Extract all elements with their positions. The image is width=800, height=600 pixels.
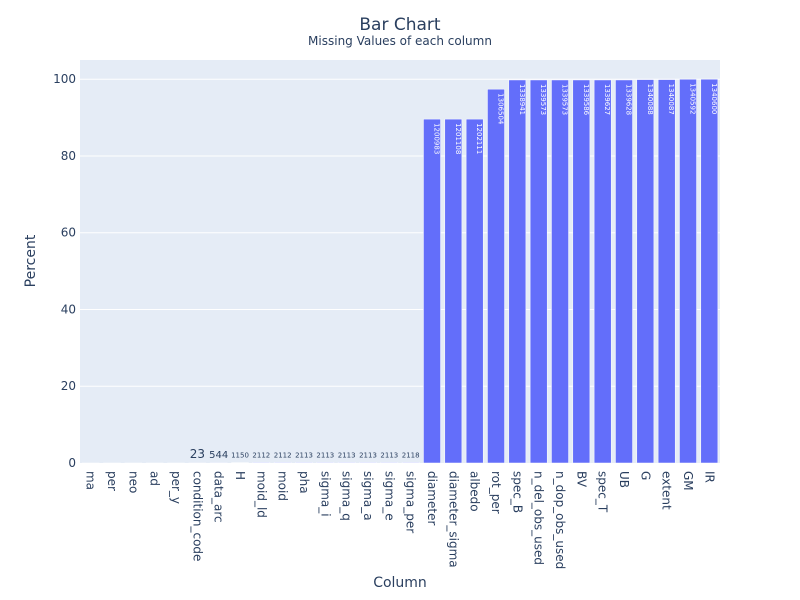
bar bbox=[252, 462, 271, 464]
y-tick-label: 20 bbox=[61, 379, 76, 393]
bar bbox=[508, 79, 527, 464]
chart-title: Bar Chart bbox=[359, 15, 441, 35]
x-tick-label: diameter bbox=[425, 471, 439, 525]
data-label: 1338941 bbox=[518, 84, 526, 115]
y-tick-label: 80 bbox=[61, 149, 76, 163]
bar bbox=[316, 462, 335, 464]
data-label: 544 bbox=[209, 450, 228, 461]
y-axis-ticks: 0 20 40 60 80 100 bbox=[53, 72, 76, 470]
plot-area bbox=[80, 60, 720, 463]
x-tick-label: ad bbox=[148, 471, 162, 486]
data-labels: 23 544 1150 2112 2112 2113 2113 2113 2113 2113 211… bbox=[190, 83, 718, 461]
data-label: 1150 bbox=[231, 452, 249, 460]
x-tick-label: extent bbox=[660, 471, 674, 510]
x-tick-label: BV bbox=[574, 471, 588, 488]
bar bbox=[423, 118, 441, 464]
bar bbox=[657, 79, 676, 464]
x-tick-label: moid bbox=[276, 471, 290, 501]
y-axis-title: Percent bbox=[23, 234, 39, 287]
x-tick-label: IR bbox=[702, 471, 716, 483]
data-label: 1339627 bbox=[603, 84, 611, 115]
bar bbox=[337, 462, 356, 464]
data-label: 2113 bbox=[359, 451, 377, 459]
data-label: 1200983 bbox=[433, 123, 441, 154]
data-label: 2113 bbox=[295, 451, 313, 459]
y-tick-label: 60 bbox=[61, 226, 76, 240]
x-tick-label: spec_B bbox=[510, 471, 524, 513]
bar bbox=[273, 462, 292, 464]
y-tick-label: 100 bbox=[53, 72, 76, 86]
bar bbox=[487, 88, 505, 464]
data-label: 23 bbox=[190, 447, 205, 461]
x-tick-label: per_y bbox=[169, 471, 183, 504]
bar bbox=[444, 118, 463, 464]
x-tick-label: rot_per bbox=[489, 471, 503, 514]
bar bbox=[679, 78, 697, 464]
bar bbox=[380, 462, 399, 464]
bar bbox=[401, 462, 420, 464]
bar bbox=[615, 79, 633, 464]
bar bbox=[636, 79, 655, 464]
x-tick-label: UB bbox=[617, 471, 631, 488]
x-tick-label: moid_ld bbox=[254, 471, 268, 518]
x-tick-label: sigma_e bbox=[382, 471, 396, 521]
x-tick-label: condition_code bbox=[190, 471, 204, 561]
x-tick-label: sigma_a bbox=[361, 471, 375, 521]
data-label: 1306504 bbox=[497, 93, 505, 125]
x-axis-title: Column bbox=[373, 575, 427, 591]
data-label: 1201108 bbox=[454, 123, 462, 154]
data-label: 2112 bbox=[274, 451, 292, 459]
data-label: 1339586 bbox=[582, 84, 590, 116]
x-tick-label: sigma_i bbox=[318, 471, 332, 517]
x-tick-label: n_del_obs_used bbox=[532, 471, 546, 565]
data-label: 2113 bbox=[316, 451, 334, 459]
y-tick-label: 0 bbox=[68, 456, 76, 470]
data-label: 2118 bbox=[402, 451, 420, 459]
x-tick-label: pha bbox=[297, 471, 311, 494]
data-label: 1339573 bbox=[561, 84, 569, 115]
chart-subtitle: Missing Values of each column bbox=[308, 34, 492, 48]
bar bbox=[700, 78, 719, 464]
bar bbox=[593, 79, 612, 464]
x-tick-label: G bbox=[638, 471, 652, 480]
x-tick-label: diameter_sigma bbox=[446, 471, 460, 568]
x-tick-label: n_dop_obs_used bbox=[553, 471, 567, 569]
data-label: 1340088 bbox=[646, 84, 654, 115]
bar bbox=[295, 462, 313, 464]
x-tick-label: per bbox=[105, 471, 119, 491]
x-tick-label: neo bbox=[126, 471, 140, 493]
bar bbox=[572, 79, 591, 464]
data-label: 1340600 bbox=[710, 83, 718, 114]
data-label: 1339628 bbox=[625, 84, 633, 115]
data-label: 1340087 bbox=[667, 84, 675, 115]
x-tick-label: albedo bbox=[468, 471, 482, 512]
bar bbox=[465, 118, 484, 464]
bars bbox=[81, 78, 719, 464]
x-tick-label: ma bbox=[84, 471, 98, 490]
bar bbox=[529, 79, 548, 464]
gridlines bbox=[80, 78, 720, 387]
data-label: 1340592 bbox=[689, 83, 697, 114]
y-tick-label: 40 bbox=[61, 302, 76, 316]
x-tick-label: sigma_q bbox=[340, 471, 354, 521]
data-label: 1202111 bbox=[475, 123, 483, 154]
x-tick-label: H bbox=[233, 471, 247, 480]
data-label: 2112 bbox=[252, 451, 270, 459]
data-label: 1339573 bbox=[539, 84, 547, 115]
bar bbox=[359, 462, 377, 464]
data-label: 2113 bbox=[380, 451, 398, 459]
x-tick-label: data_arc bbox=[212, 471, 226, 523]
data-label: 2113 bbox=[338, 451, 356, 459]
x-tick-label: spec_T bbox=[596, 471, 610, 513]
x-tick-label: sigma_per bbox=[404, 471, 418, 533]
x-tick-label: GM bbox=[681, 471, 695, 491]
bar bbox=[551, 79, 569, 464]
